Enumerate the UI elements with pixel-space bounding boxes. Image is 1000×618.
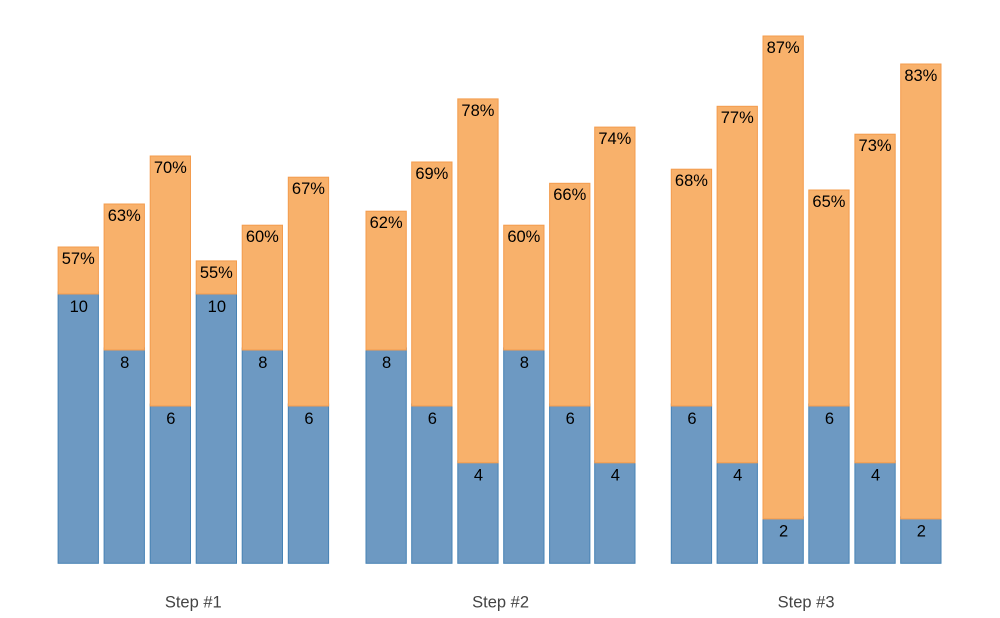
svg-text:8: 8	[520, 354, 529, 372]
svg-text:Step #1: Step #1	[165, 593, 222, 611]
svg-text:6: 6	[687, 410, 696, 428]
svg-text:60%: 60%	[507, 228, 540, 246]
svg-text:69%: 69%	[415, 165, 448, 183]
svg-text:66%: 66%	[553, 186, 586, 204]
svg-text:4: 4	[611, 467, 620, 485]
svg-text:63%: 63%	[108, 207, 141, 225]
svg-text:77%: 77%	[721, 109, 754, 127]
svg-text:2: 2	[917, 523, 926, 541]
svg-text:8: 8	[382, 354, 391, 372]
svg-text:6: 6	[304, 410, 313, 428]
svg-text:4: 4	[733, 467, 742, 485]
svg-text:55%: 55%	[200, 264, 233, 282]
svg-text:57%: 57%	[62, 250, 95, 268]
svg-text:65%: 65%	[812, 193, 845, 211]
svg-text:6: 6	[166, 410, 175, 428]
svg-text:4: 4	[871, 467, 880, 485]
svg-text:87%: 87%	[767, 39, 800, 57]
svg-text:74%: 74%	[598, 130, 631, 148]
svg-text:70%: 70%	[154, 159, 187, 177]
svg-text:Step #2: Step #2	[472, 593, 529, 611]
svg-text:73%: 73%	[859, 137, 892, 155]
svg-text:6: 6	[566, 410, 575, 428]
svg-text:67%: 67%	[292, 180, 325, 198]
svg-text:6: 6	[825, 410, 834, 428]
svg-text:4: 4	[474, 467, 483, 485]
svg-text:6: 6	[428, 410, 437, 428]
svg-text:78%: 78%	[461, 102, 494, 120]
svg-text:83%: 83%	[904, 67, 937, 85]
svg-text:Step #3: Step #3	[778, 593, 835, 611]
svg-text:10: 10	[70, 298, 88, 316]
svg-text:68%: 68%	[675, 172, 708, 190]
svg-text:10: 10	[208, 298, 226, 316]
svg-text:62%: 62%	[370, 214, 403, 232]
svg-text:60%: 60%	[246, 228, 279, 246]
svg-text:8: 8	[120, 354, 129, 372]
svg-text:8: 8	[258, 354, 267, 372]
svg-text:2: 2	[779, 523, 788, 541]
